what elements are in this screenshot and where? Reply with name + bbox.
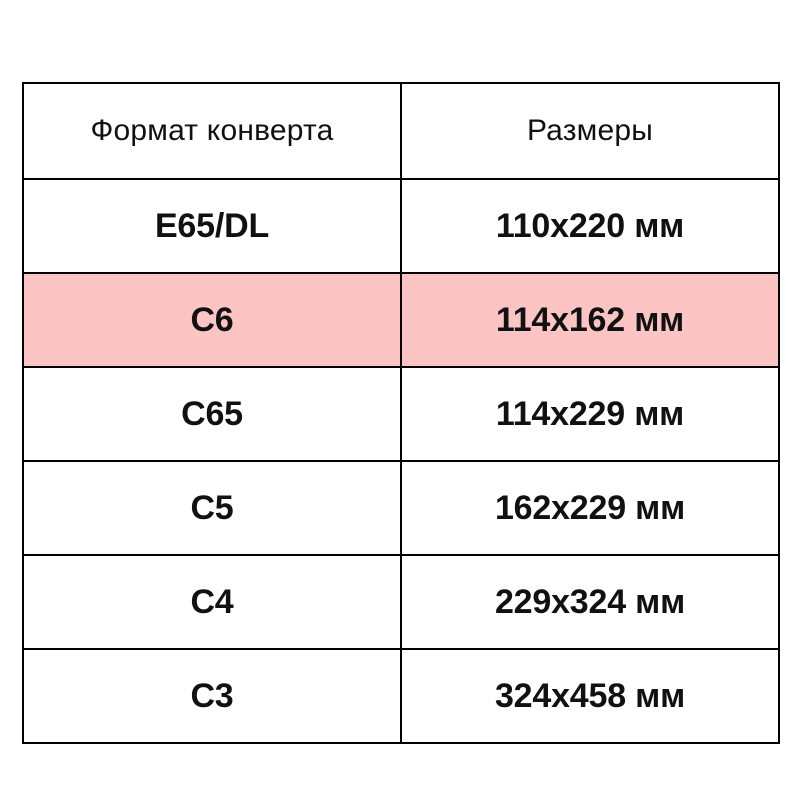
- table-row-highlighted: C6 114x162 мм: [22, 272, 780, 368]
- cell-format-value: C65: [181, 395, 243, 433]
- cell-size-value: 229x324 мм: [494, 583, 686, 621]
- cell-format-value: C5: [190, 489, 234, 527]
- column-header-format-label: Формат конверта: [90, 114, 334, 147]
- column-header-size: Размеры: [400, 82, 780, 180]
- table-header-row: Формат конверта Размеры: [22, 82, 780, 180]
- table-row: C65 114x229 мм: [22, 366, 780, 462]
- cell-size-value: 114x229 мм: [495, 395, 685, 433]
- cell-format: C65: [22, 366, 402, 462]
- cell-size: 114x229 мм: [400, 366, 780, 462]
- cell-format-value: C4: [190, 583, 234, 621]
- table-row: C3 324x458 мм: [22, 648, 780, 744]
- cell-size: 110x220 мм: [400, 178, 780, 274]
- cell-size-value: 162x229 мм: [494, 489, 686, 527]
- table-row: C5 162x229 мм: [22, 460, 780, 556]
- cell-format: E65/DL: [22, 178, 402, 274]
- cell-format-value: E65/DL: [154, 207, 270, 245]
- column-header-format: Формат конверта: [22, 82, 402, 180]
- cell-size: 229x324 мм: [400, 554, 780, 650]
- cell-format-value: C6: [190, 301, 234, 339]
- table-row: C4 229x324 мм: [22, 554, 780, 650]
- cell-format: C4: [22, 554, 402, 650]
- column-header-size-label: Размеры: [526, 114, 654, 147]
- cell-format-value: C3: [190, 677, 234, 715]
- cell-format: C5: [22, 460, 402, 556]
- cell-size-value: 110x220 мм: [495, 207, 685, 245]
- cell-format: C3: [22, 648, 402, 744]
- cell-size: 324x458 мм: [400, 648, 780, 744]
- cell-size: 114x162 мм: [400, 272, 780, 368]
- cell-size-value: 324x458 мм: [494, 677, 686, 715]
- envelope-sizes-table: Формат конверта Размеры E65/DL 110x220 м…: [22, 82, 780, 744]
- cell-size-value: 114x162 мм: [495, 301, 685, 339]
- cell-size: 162x229 мм: [400, 460, 780, 556]
- envelope-sizes-table-container: Формат конверта Размеры E65/DL 110x220 м…: [22, 82, 780, 744]
- table-row: E65/DL 110x220 мм: [22, 178, 780, 274]
- cell-format: C6: [22, 272, 402, 368]
- table-header: Формат конверта Размеры: [22, 82, 780, 180]
- table-body: E65/DL 110x220 мм C6 114x162 мм C65: [22, 178, 780, 744]
